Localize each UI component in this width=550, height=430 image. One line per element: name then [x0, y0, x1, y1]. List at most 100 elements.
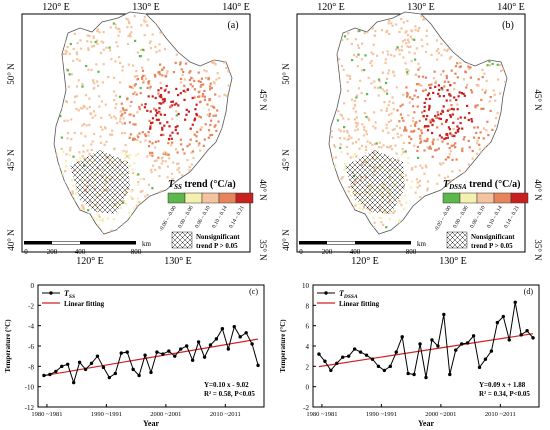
- trend-pixel: [97, 84, 100, 87]
- trend-pixel: [181, 174, 184, 177]
- trend-pixel: [159, 31, 162, 34]
- trend-pixel: [197, 71, 200, 74]
- trend-pixel: [456, 108, 459, 111]
- trend-pixel: [351, 59, 354, 62]
- trend-pixel: [88, 123, 91, 126]
- series-point: [202, 355, 207, 359]
- trend-pixel: [445, 74, 448, 77]
- trend-pixel: [175, 114, 178, 117]
- trend-pixel: [86, 34, 89, 37]
- trend-pixel: [392, 211, 395, 214]
- trend-pixel: [431, 155, 434, 158]
- trend-pixel: [425, 34, 428, 37]
- trend-pixel: [449, 114, 452, 117]
- trend-pixel: [121, 201, 125, 204]
- trend-pixel: [486, 64, 489, 67]
- trend-pixel: [478, 143, 481, 146]
- trend-pixel: [95, 218, 98, 221]
- trend-pixel: [423, 149, 426, 152]
- trend-pixel: [331, 156, 334, 160]
- trend-pixel: [119, 81, 122, 84]
- trend-pixel: [384, 61, 387, 64]
- trend-pixel: [456, 103, 459, 106]
- y-tick-label: 0: [31, 282, 35, 290]
- trend-pixel: [381, 88, 384, 91]
- trend-pixel: [180, 143, 183, 146]
- trend-pixel: [404, 31, 407, 34]
- trend-pixel: [441, 110, 445, 113]
- legend-swatch: [476, 192, 495, 204]
- series-point: [519, 333, 523, 337]
- trend-pixel: [161, 98, 164, 101]
- trend-pixel: [366, 140, 369, 143]
- trend-pixel: [432, 119, 435, 122]
- trend-pixel: [120, 114, 123, 117]
- trend-pixel: [412, 130, 415, 133]
- trend-pixel: [408, 96, 412, 99]
- trend-pixel: [94, 40, 97, 44]
- trend-pixel: [119, 110, 122, 113]
- trend-pixel: [132, 207, 136, 210]
- trend-pixel: [369, 61, 372, 64]
- trend-pixel: [349, 156, 352, 159]
- trend-pixel: [395, 125, 398, 128]
- trend-pixel: [186, 145, 189, 148]
- trend-pixel: [223, 93, 226, 96]
- trend-pixel: [416, 105, 419, 108]
- trend-pixel: [62, 150, 65, 153]
- trend-pixel: [496, 111, 499, 115]
- trend-pixel: [147, 81, 150, 84]
- trend-pixel: [96, 80, 99, 83]
- trend-pixel: [453, 96, 456, 99]
- trend-pixel: [347, 137, 351, 140]
- trend-pixel: [448, 153, 451, 156]
- trend-pixel: [169, 134, 172, 137]
- trend-pixel: [201, 93, 205, 96]
- trend-pixel: [427, 92, 431, 95]
- trend-pixel: [353, 53, 356, 57]
- trend-pixel: [131, 138, 135, 141]
- trend-pixel: [398, 126, 402, 129]
- trend-pixel: [439, 73, 443, 76]
- trend-pixel: [171, 131, 174, 134]
- trend-pixel: [134, 39, 137, 42]
- legend-title-var: T: [443, 179, 450, 190]
- trend-pixel: [464, 70, 467, 73]
- series-point: [184, 344, 189, 348]
- trend-pixel: [451, 113, 454, 116]
- series-point: [495, 320, 500, 325]
- trend-pixel: [360, 91, 363, 95]
- trend-pixel: [404, 62, 407, 65]
- trend-pixel: [129, 35, 132, 38]
- trend-pixel: [428, 147, 431, 150]
- legend-title-sub: DSSA: [448, 183, 467, 191]
- trend-pixel: [409, 45, 412, 48]
- trend-pixel: [223, 61, 226, 64]
- trend-pixel: [393, 127, 396, 131]
- trend-pixel: [165, 72, 169, 75]
- trend-pixel: [373, 86, 376, 89]
- series-point: [48, 372, 52, 377]
- series-point: [459, 342, 464, 346]
- trend-pixel: [189, 127, 192, 130]
- trend-pixel: [202, 83, 205, 86]
- trend-pixel: [456, 125, 459, 128]
- trend-pixel: [407, 41, 410, 44]
- trend-pixel: [76, 58, 79, 61]
- series-line: [318, 302, 534, 378]
- trend-pixel: [355, 141, 358, 144]
- trend-pixel: [356, 65, 359, 68]
- trend-pixel: [446, 136, 449, 139]
- trend-pixel: [147, 58, 150, 61]
- trend-pixel: [417, 127, 420, 130]
- trend-pixel: [407, 69, 410, 72]
- trend-pixel: [475, 152, 478, 155]
- series-point: [107, 375, 112, 380]
- trend-pixel: [421, 45, 424, 48]
- legend-series-sub: SS: [69, 294, 75, 300]
- trend-pixel: [346, 89, 350, 92]
- trend-pixel: [115, 41, 118, 44]
- trend-pixel: [378, 216, 381, 219]
- trend-pixel: [422, 89, 425, 92]
